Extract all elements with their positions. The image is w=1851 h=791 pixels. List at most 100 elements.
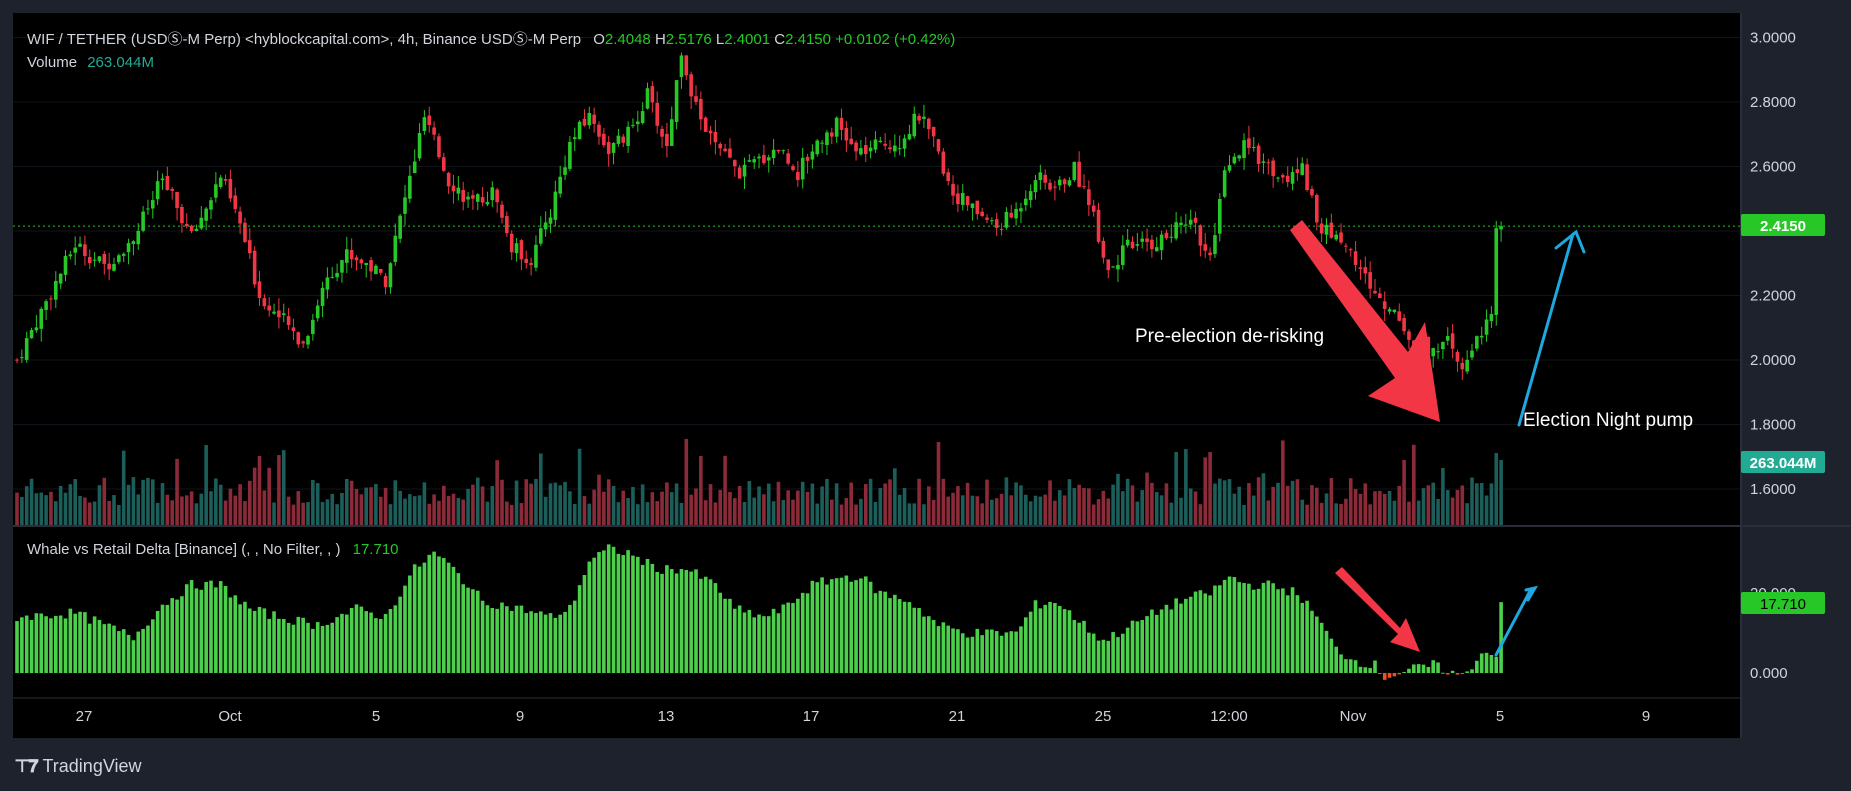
candle-body: [1499, 226, 1503, 230]
delta-bar: [184, 584, 189, 673]
delta-bar: [1290, 587, 1295, 673]
delta-bar: [92, 616, 97, 673]
delta-bar: [897, 599, 902, 673]
delta-bar: [1053, 603, 1057, 673]
candle-body: [146, 208, 150, 210]
volume-bar: [199, 493, 204, 525]
volume-bar: [136, 494, 141, 525]
delta-bar: [868, 581, 873, 673]
time-tick-label: 13: [658, 708, 675, 725]
candle-body: [606, 142, 611, 155]
high-value: 2.5176: [665, 31, 712, 48]
volume-bar: [1412, 444, 1416, 525]
volume-bar: [902, 488, 907, 525]
volume-bar: [184, 495, 189, 525]
candle-body: [500, 204, 504, 218]
delta-bar: [1450, 670, 1455, 673]
volume-bar: [1033, 495, 1038, 525]
candle-body: [121, 253, 126, 256]
delta-bar: [999, 635, 1004, 673]
candle-body: [1489, 314, 1494, 322]
delta-badge: 17.710: [1741, 592, 1825, 614]
candle-body: [524, 258, 529, 264]
delta-bar: [1242, 583, 1246, 673]
volume-bar: [354, 488, 359, 525]
volume-bar: [611, 485, 616, 525]
price-tick-label: 2.6000: [1750, 159, 1796, 176]
delta-bar: [1494, 656, 1499, 673]
volume-bar: [1242, 504, 1246, 525]
delta-bar: [281, 619, 286, 673]
volume-bar: [1382, 493, 1387, 525]
volume-bar: [456, 498, 461, 525]
volume-bar: [374, 484, 378, 525]
delta-bar: [917, 608, 921, 673]
volume-bar: [170, 500, 174, 525]
delta-bar: [859, 578, 863, 673]
delta-bar: [1237, 582, 1241, 673]
candle-body: [631, 124, 635, 126]
delta-bar: [248, 608, 252, 673]
candle-body: [1479, 335, 1484, 338]
volume-bar: [1004, 477, 1009, 525]
volume-legend[interactable]: Volume 263.044M: [27, 54, 154, 71]
volume-bar: [849, 482, 853, 525]
volume-bar: [1373, 491, 1377, 525]
volume-bar: [936, 442, 941, 525]
volume-bar: [1334, 503, 1338, 525]
candle-body: [1285, 175, 1290, 183]
candle-body: [209, 200, 213, 210]
symbol-legend[interactable]: WIF / TETHER (USDⓈ-M Perp) <hyblockcapit…: [27, 28, 955, 49]
delta-bar: [1426, 666, 1431, 673]
volume-bar: [1091, 504, 1096, 525]
candle-body: [1140, 238, 1144, 242]
candle-body: [674, 80, 679, 122]
volume-bar: [1222, 480, 1227, 525]
delta-bar: [699, 578, 703, 673]
delta-bar: [1077, 622, 1081, 673]
delta-bar: [733, 608, 737, 673]
volume-bar: [529, 483, 533, 525]
delta-bar: [1087, 632, 1091, 673]
volume-bar: [674, 483, 679, 525]
volume-bar: [1436, 498, 1440, 525]
delta-bar: [1227, 576, 1232, 673]
candle-body: [863, 145, 868, 155]
delta-bar: [1266, 580, 1271, 673]
tradingview-footer[interactable]: ⊤𝟕 TradingView: [14, 751, 142, 781]
candle-body: [1363, 267, 1368, 274]
candle-body: [427, 115, 432, 125]
volume-bar: [1445, 490, 1450, 525]
candle-body: [1290, 172, 1295, 184]
time-axis[interactable]: 27 Oct 5 9 13 17 21 25 12:00 Nov 5 9: [76, 708, 1651, 725]
volume-bar: [553, 482, 558, 525]
volume-bar: [956, 486, 960, 525]
delta-bar: [524, 613, 529, 673]
delta-bar: [563, 611, 567, 673]
volume-bar: [388, 504, 393, 525]
delta-bar: [73, 613, 77, 673]
volume-bar: [1247, 483, 1251, 525]
indicator-legend[interactable]: Whale vs Retail Delta [Binance] (, , No …: [27, 541, 399, 558]
volume-bar: [180, 496, 184, 525]
price-axis[interactable]: 3.00002.80002.60002.40002.20002.00001.80…: [1750, 30, 1796, 499]
volume-bar: [1285, 485, 1290, 525]
delta-bar: [432, 551, 436, 673]
delta-bar: [291, 624, 296, 673]
candle-body: [1324, 224, 1329, 235]
volume-bar: [1009, 495, 1014, 525]
candle-body: [1043, 174, 1047, 183]
delta-bar: [1062, 609, 1067, 673]
time-tick-label: Nov: [1340, 708, 1367, 725]
delta-bar: [985, 629, 989, 673]
delta-bar: [194, 588, 199, 673]
volume-bar: [1276, 482, 1280, 525]
delta-bar: [466, 587, 470, 673]
delta-bar: [1208, 595, 1212, 673]
candlesticks: [15, 52, 1503, 380]
delta-bar: [500, 602, 504, 673]
delta-bar: [1091, 633, 1096, 673]
delta-bar: [296, 616, 301, 673]
delta-bar: [1329, 638, 1334, 673]
candle-body: [563, 167, 567, 175]
